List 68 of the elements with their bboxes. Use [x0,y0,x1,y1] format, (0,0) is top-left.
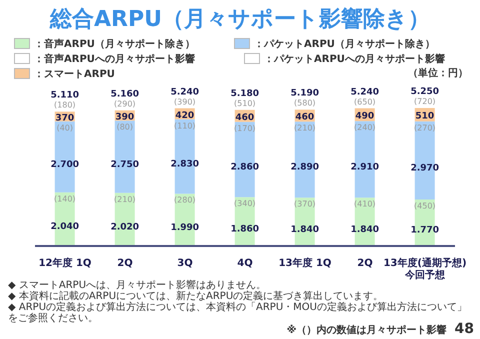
total-label: 5.250 [410,87,440,97]
data-label: 1.770 [410,226,440,236]
text: (140) [54,194,76,204]
data-label: 2.750 [110,160,140,170]
legend-label: ：パケットARPUへの月々サポート影響 [264,52,445,66]
x-tick-label: 4Q [237,258,253,269]
data-label: 1.840 [350,224,380,235]
x-tick-label: 12年度 1Q [38,257,92,269]
text: (390) [174,97,196,106]
data-label: 1.840 [290,224,320,235]
text: (280) [174,196,196,205]
x-tick-label: 13年度(通期予想) 今回予想 [383,257,467,281]
text: (240) [354,123,376,132]
x-tick-label: 13年度 1Q [278,257,332,269]
text: (340) [234,199,256,208]
data-label: 490 [355,112,374,122]
legend-label: ：スマートARPU [34,68,115,80]
x-tick-label: 2Q [117,258,133,269]
total-label: 5.240 [170,87,200,98]
data-label: 2.830 [170,159,200,170]
data-label: 1.990 [170,222,200,233]
text: (650) [354,97,376,106]
total-label: 5.160 [110,89,140,100]
text: (510) [234,98,256,108]
text: (80) [116,122,134,132]
data-label: 2.860 [230,162,260,173]
data-label: 370 [55,114,74,124]
text: (210) [114,194,136,204]
data-label: 2.040 [50,222,80,232]
text: (180) [54,100,76,110]
text: (410) [354,200,376,209]
legend-label: ：音声ARPUへの月々サポート影響 [34,52,195,66]
data-label: 420 [175,110,194,121]
data-label: 2.890 [290,162,320,173]
total-label: 5.110 [50,90,80,101]
text: (170) [234,124,256,133]
data-label: 510 [415,112,434,122]
x-tick-label: 3Q [177,258,193,269]
total-label: 5.240 [350,87,380,98]
legend-label: ：音声ARPU（月々サポート除き） [34,37,195,50]
text: (370) [294,200,316,209]
data-label: 460 [235,112,254,123]
data-label: 390 [115,112,134,122]
data-label: 2.910 [350,162,380,172]
text: （単位：円） [408,66,468,80]
text: 48 [454,321,474,337]
data-label: 1.860 [230,224,260,235]
x-tick-label: 2Q [357,258,373,269]
text: (270) [414,123,436,132]
data-label: 2.970 [410,163,440,174]
text: (210) [294,124,316,133]
total-label: 5.190 [290,88,320,99]
text: (580) [294,98,316,108]
text: (40) [56,123,74,132]
text: (110) [174,121,196,130]
total-label: 5.180 [230,88,260,99]
data-label: 2.020 [110,222,140,232]
text: ◆ スマートARPUへは、月々サポート影響はありません。 [8,280,268,291]
legend-label: ：パケットARPU（月々サポート除き） [254,38,435,50]
text: ◆ 本資料に記載のARPUについては、新たなARPUの定義に基づき算出しています。 [8,291,384,302]
data-label: 2.700 [50,160,80,170]
data-label: 460 [295,112,314,123]
text: (290) [114,99,136,108]
text: ◆ ARPUの定義および算出方法については、本資料の「ARPU・MOUの定義および算出方法について」をご参照ください。 [8,302,467,324]
text: (720) [414,97,436,106]
text: (450) [414,201,436,210]
text: ※（）内の数値は月々サポート影響 [286,325,447,336]
chart-title: 総合ARPU（月々サポート影響除き） [48,6,431,34]
